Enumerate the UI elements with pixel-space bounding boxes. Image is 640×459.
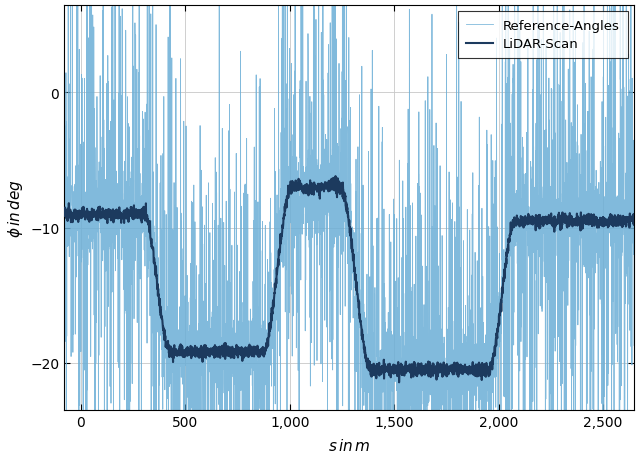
- Reference-Angles: [60, 220, 68, 226]
- LiDAR-Scan: [76, 209, 83, 215]
- Line: Reference-Angles: Reference-Angles: [64, 0, 634, 459]
- X-axis label: $s\,in\,m$: $s\,in\,m$: [328, 437, 371, 453]
- LiDAR-Scan: [396, 380, 403, 385]
- LiDAR-Scan: [412, 361, 419, 367]
- Reference-Angles: [486, 386, 493, 391]
- LiDAR-Scan: [373, 362, 381, 367]
- Y-axis label: $\phi\,in\,deg$: $\phi\,in\,deg$: [6, 179, 24, 237]
- Reference-Angles: [164, 380, 172, 386]
- LiDAR-Scan: [630, 221, 638, 226]
- LiDAR-Scan: [332, 174, 339, 179]
- Reference-Angles: [403, 352, 410, 357]
- LiDAR-Scan: [236, 349, 243, 354]
- Reference-Angles: [278, 242, 286, 247]
- Reference-Angles: [630, 229, 638, 235]
- LiDAR-Scan: [172, 352, 179, 357]
- Line: LiDAR-Scan: LiDAR-Scan: [64, 177, 634, 382]
- Reference-Angles: [431, 371, 439, 376]
- LiDAR-Scan: [622, 224, 630, 230]
- Reference-Angles: [529, 250, 537, 256]
- Legend: Reference-Angles, LiDAR-Scan: Reference-Angles, LiDAR-Scan: [458, 12, 628, 59]
- LiDAR-Scan: [60, 213, 68, 218]
